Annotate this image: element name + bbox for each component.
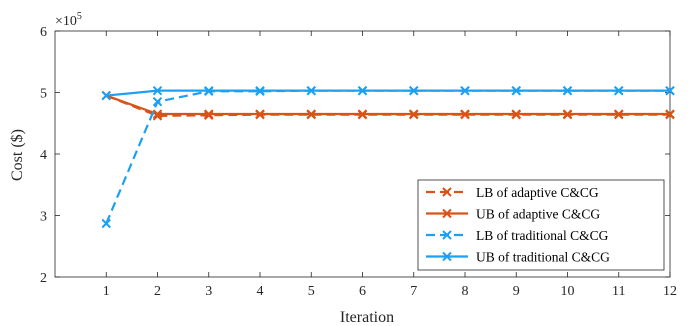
data-point [460,109,470,119]
data-point [306,85,316,96]
legend-entry: UB of adaptive C&CG [426,207,600,222]
series-line [106,89,670,97]
data-point [101,218,111,229]
y-axis-label: Cost ($) [9,129,26,181]
y-axis: 2 3 4 5 6 [40,25,670,286]
x-tick-label: 6 [359,284,366,299]
x-tick-label: 7 [410,284,417,299]
x-tick-label: 10 [561,284,575,299]
data-point [357,109,368,119]
x-tick-label: 3 [205,284,212,299]
data-point [255,85,265,96]
data-point [255,109,265,119]
data-point [665,85,675,96]
legend-entry: LB of adaptive C&CG [426,185,599,200]
legend: LB of adaptive C&CG UB of adaptive C&CG LB… [417,179,665,271]
legend-label: UB of adaptive C&CG [476,207,600,222]
y-tick-label: 3 [40,210,47,225]
data-point [409,85,419,96]
legend-entry: UB of traditional C&CG [426,250,610,265]
data-point [562,85,573,96]
y-axis-exponent: ×105 [55,11,82,29]
series-layer [101,85,675,229]
x-tick-label: 8 [462,284,469,299]
y-tick-label: 2 [40,271,47,286]
data-point [409,109,419,119]
legend-label: LB of adaptive C&CG [476,185,599,200]
series-line [105,94,670,116]
legend-label: UB of traditional C&CG [476,250,610,265]
x-tick-label: 2 [154,284,161,299]
x-tick-label: 5 [308,284,315,299]
x-axis: 1 2 3 4 5 6 7 8 9 10 11 12 [103,31,677,299]
data-point [204,109,214,119]
data-point [460,85,470,96]
data-point [665,109,675,119]
x-tick-label: 4 [257,284,264,299]
data-point [511,85,521,96]
data-point [511,109,521,119]
series-2 [101,90,675,119]
x-tick-label: 9 [513,284,520,299]
legend-marker [442,230,452,240]
y-tick-label: 5 [40,87,47,102]
x-tick-label: 11 [612,284,625,299]
series-line [105,94,670,117]
data-point [204,85,214,96]
x-tick-label: 12 [663,284,677,299]
data-point [562,109,573,119]
data-point [306,109,316,119]
data-point [614,85,624,96]
legend-label: LB of traditional C&CG [476,228,609,243]
series-4 [101,85,675,101]
legend-marker [442,208,452,219]
x-tick-label: 1 [103,284,110,299]
series-1 [101,90,675,121]
data-point [614,109,624,119]
legend-entry: LB of traditional C&CG [426,228,609,243]
x-axis-label: Iteration [340,309,394,326]
y-tick-label: 6 [40,25,47,40]
legend-marker [442,251,452,262]
data-point [152,97,163,107]
legend-box [417,179,665,271]
data-point [152,85,163,96]
data-point [357,85,368,96]
data-point [152,109,163,119]
y-tick-label: 4 [40,148,47,163]
data-point [101,90,111,101]
legend-marker [442,187,452,197]
